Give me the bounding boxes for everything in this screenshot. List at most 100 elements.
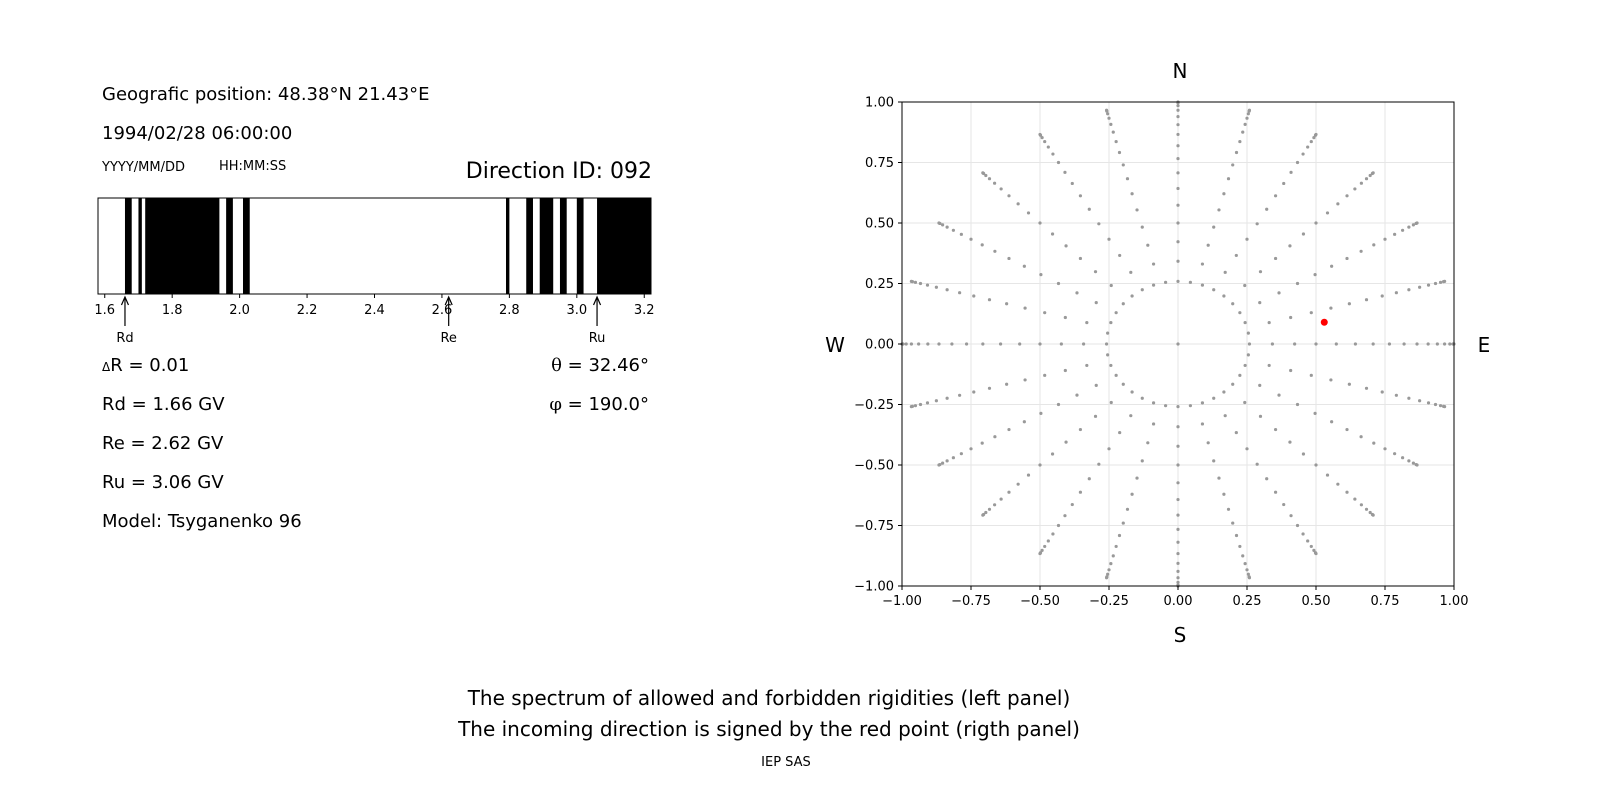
grid-point [1043,373,1047,377]
grid-point [1043,311,1047,315]
direction-scatter-chart: −1.00−1.00 −0.75 −0.75 −0.50 −0.50 −0.25 −0.25… [825,59,1490,647]
grid-point [1043,139,1047,144]
grid-point [1114,311,1118,315]
grid-point [1106,112,1110,116]
grid-point [1005,302,1009,306]
grid-point [1243,320,1247,325]
grid-point [1075,393,1079,397]
grid-point [1104,576,1109,580]
grid-point [1107,116,1111,120]
grid-point [1243,562,1247,566]
grid-point [1022,420,1026,424]
grid-point [964,342,969,346]
grid-point [1295,160,1300,165]
grid-point [1289,514,1293,518]
grid-point [1163,404,1168,408]
theta-text: = 32.46° [567,355,649,376]
grid-point [1267,320,1271,325]
grid-point [1151,262,1156,266]
grid-point [1176,405,1180,409]
grid-point [1231,302,1235,306]
grid-point [1426,342,1430,346]
grid-point [981,171,985,175]
grid-point [1313,272,1317,277]
forbidden-band [526,198,533,294]
grid-point [1038,342,1042,346]
grid-point [1087,477,1091,481]
grid-point [1380,390,1384,394]
grid-point [1007,490,1011,494]
time-format-label: HH:MM:SS [219,159,287,174]
grid-point [1265,477,1269,481]
x-tick-label: 2.6 [432,303,453,318]
y-tick-label: 0.25 [865,277,894,292]
grid-point [1176,144,1180,148]
grid-point [1212,225,1216,229]
grid-point [1336,482,1340,486]
grid-point [1353,342,1358,346]
grid-point [1301,532,1305,536]
grid-point [958,393,962,397]
grid-point [1295,402,1300,407]
y-tick-label: −0.75 [854,519,894,534]
grid-point [1329,378,1333,382]
grid-point [1176,123,1180,127]
grid-point [1109,283,1113,288]
grid-point [999,187,1003,191]
grid-point [999,497,1003,501]
grid-point [1129,270,1133,274]
grid-point [1106,331,1110,335]
spectrum-markers: Rd Re Ru [116,295,605,346]
grid-point [1267,363,1271,368]
grid-point [1107,447,1111,451]
grid-point [1314,463,1318,467]
grid-point [1130,492,1134,496]
grid-point [1176,580,1180,584]
grid-point [1336,202,1340,206]
grid-point [909,405,914,409]
grid-point [1016,202,1020,206]
grid-point [1151,283,1156,287]
grid-point [1401,456,1405,460]
grid-point [1231,163,1235,167]
grid-point [950,342,954,346]
grid-point [1063,170,1067,174]
grid-point [1301,452,1306,456]
grid-point [934,399,938,403]
grid-point [1176,157,1180,161]
grid-point [1345,490,1349,494]
grid-point [1094,383,1098,387]
grid-point [1176,279,1180,283]
grid-point [1247,576,1252,580]
grid-point [913,280,918,284]
caption-line-1: The spectrum of allowed and forbidden ri… [467,686,1071,710]
grid-point [1200,283,1205,287]
grid-point [934,285,938,289]
grid-point [1109,122,1113,126]
grid-point [941,461,945,465]
grid-point [1109,363,1113,368]
grid-point [1106,353,1110,357]
grid-point [1114,139,1118,144]
grid-point [1312,548,1316,552]
grid-point [1056,523,1061,528]
grid-point [1383,447,1387,451]
grid-point [1438,404,1443,408]
grid-point [1314,551,1318,556]
grid-point [1005,382,1009,386]
grid-point [987,386,992,390]
grid-point [1325,473,1330,477]
grid-point [1372,441,1376,445]
grid-point [951,228,955,232]
grid-point [987,507,992,511]
grid-point [1075,291,1079,295]
y-tick-label: −0.25 [854,398,894,413]
x-tick-label: 1.6 [94,303,115,318]
grid-point [1273,256,1278,261]
forbidden-band [145,198,220,294]
grid-point [1258,414,1263,418]
datetime: 1994/02/28 06:00:00 [102,123,293,144]
grid-point [1087,207,1091,211]
grid-point [1309,373,1313,377]
grid-point [1212,459,1216,463]
